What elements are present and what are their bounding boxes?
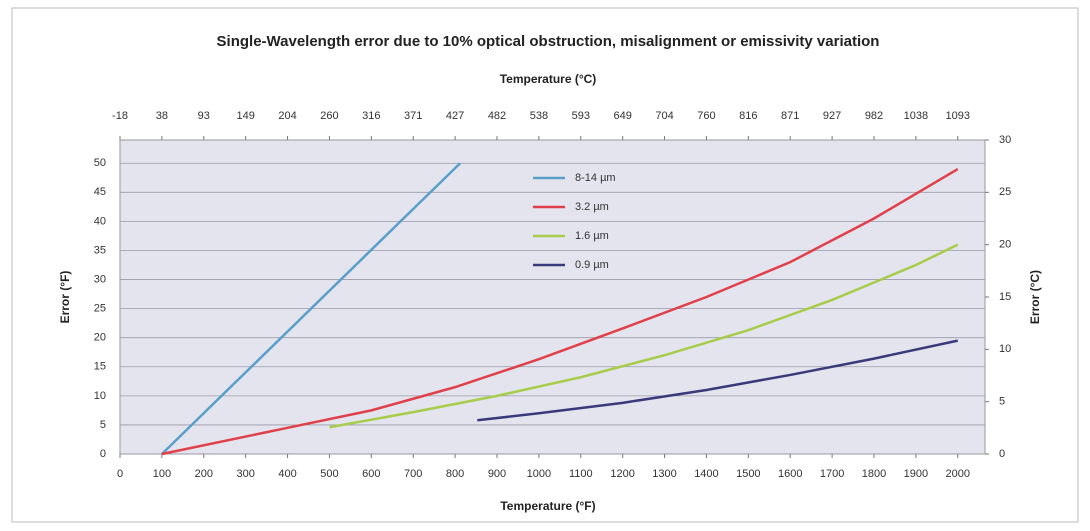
x-tick-label: 1700 <box>820 468 844 480</box>
x-tick-label: 300 <box>236 468 254 480</box>
y-tick-label: 45 <box>94 186 106 198</box>
x-tick-label: 700 <box>404 468 422 480</box>
top-x-tick-label: 649 <box>613 110 631 122</box>
x-tick-label: 2000 <box>946 468 970 480</box>
top-x-tick-label: -18 <box>112 110 128 122</box>
y2-tick-label: 5 <box>999 396 1005 408</box>
x-tick-label: 1500 <box>736 468 760 480</box>
y-tick-label: 5 <box>100 419 106 431</box>
top-x-tick-label: 871 <box>781 110 799 122</box>
legend-label: 0.9 µm <box>575 259 609 271</box>
x-tick-label: 1600 <box>778 468 802 480</box>
top-x-tick-label: 593 <box>572 110 590 122</box>
top-x-tick-label: 816 <box>739 110 757 122</box>
y2-tick-label: 30 <box>999 134 1011 146</box>
top-x-tick-label: 427 <box>446 110 464 122</box>
x-tick-label: 500 <box>320 468 338 480</box>
y-tick-label: 35 <box>94 244 106 256</box>
top-x-tick-label: 482 <box>488 110 506 122</box>
x-tick-label: 1800 <box>862 468 886 480</box>
top-x-tick-label: 760 <box>697 110 715 122</box>
x-tick-label: 1900 <box>904 468 928 480</box>
x-tick-label: 0 <box>117 468 123 480</box>
y2-tick-label: 20 <box>999 239 1011 251</box>
x-tick-label: 600 <box>362 468 380 480</box>
legend-label: 1.6 µm <box>575 230 609 242</box>
y-axis-title: Error (°F) <box>58 271 72 324</box>
top-x-tick-label: 704 <box>655 110 673 122</box>
top-x-tick-label: 93 <box>198 110 210 122</box>
legend-label: 8-14 µm <box>575 172 616 184</box>
x-tick-label: 1400 <box>694 468 718 480</box>
top-x-tick-label: 260 <box>320 110 338 122</box>
x-tick-label: 1000 <box>527 468 551 480</box>
y-tick-label: 20 <box>94 332 106 344</box>
y2-axis-title: Error (°C) <box>1028 270 1042 324</box>
legend-label: 3.2 µm <box>575 201 609 213</box>
y-tick-label: 50 <box>94 157 106 169</box>
series-line <box>329 243 959 429</box>
y2-tick-label: 15 <box>999 291 1011 303</box>
top-x-tick-label: 982 <box>865 110 883 122</box>
top-x-tick-label: 316 <box>362 110 380 122</box>
x-tick-label: 200 <box>195 468 213 480</box>
y-tick-label: 25 <box>94 303 106 315</box>
top-x-tick-label: 927 <box>823 110 841 122</box>
top-x-tick-label: 38 <box>156 110 168 122</box>
y2-tick-label: 10 <box>999 343 1011 355</box>
y2-tick-label: 0 <box>999 448 1005 460</box>
y-tick-label: 15 <box>94 361 106 373</box>
top-x-tick-label: 1038 <box>904 110 928 122</box>
top-x-tick-label: 204 <box>278 110 296 122</box>
x-tick-label: 800 <box>446 468 464 480</box>
top-x-tick-label: 371 <box>404 110 422 122</box>
x-axis-title: Temperature (°F) <box>500 499 595 513</box>
y-tick-label: 0 <box>100 448 106 460</box>
top-x-tick-label: 538 <box>530 110 548 122</box>
x-tick-label: 1200 <box>610 468 634 480</box>
x-tick-label: 900 <box>488 468 506 480</box>
y2-tick-label: 25 <box>999 186 1011 198</box>
top-x-axis-title: Temperature (°C) <box>500 72 597 86</box>
x-tick-label: 400 <box>278 468 296 480</box>
series-line <box>477 339 959 422</box>
plot-area <box>119 139 986 455</box>
y-tick-label: 30 <box>94 273 106 285</box>
top-x-tick-label: 149 <box>236 110 254 122</box>
x-tick-label: 1100 <box>569 468 593 480</box>
x-tick-label: 100 <box>153 468 171 480</box>
x-tick-label: 1300 <box>652 468 676 480</box>
series-line <box>161 167 959 456</box>
y-tick-label: 40 <box>94 215 106 227</box>
y-tick-label: 10 <box>94 390 106 402</box>
series-line <box>161 162 462 455</box>
top-x-tick-label: 1093 <box>946 110 970 122</box>
chart-title: Single-Wavelength error due to 10% optic… <box>217 33 880 50</box>
